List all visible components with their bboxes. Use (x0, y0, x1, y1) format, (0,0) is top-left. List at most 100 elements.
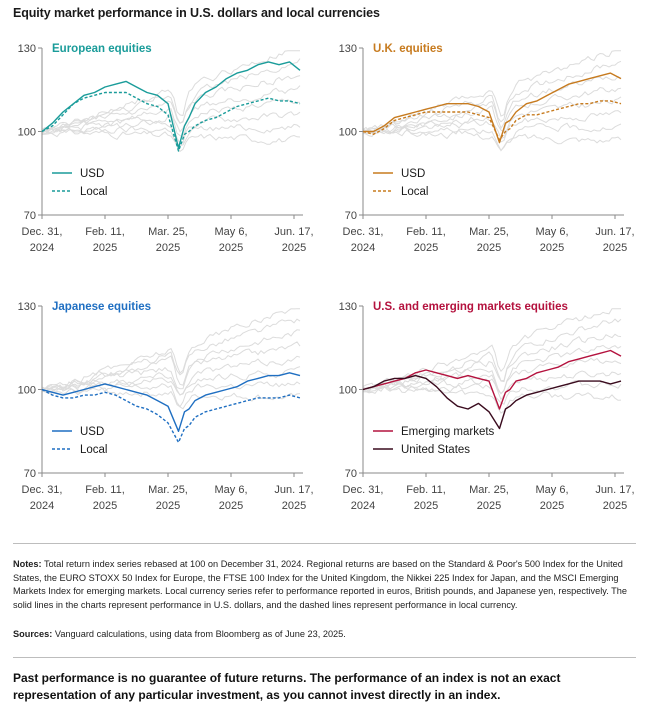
x-tick-label: 2024 (351, 500, 375, 512)
y-tick-label: 130 (18, 301, 36, 313)
background-series-line (362, 75, 622, 135)
x-tick-label: 2025 (156, 500, 180, 512)
legend-label: Local (80, 186, 108, 198)
background-series-line (41, 329, 301, 392)
legend-label: Local (80, 444, 108, 456)
series-line-local (41, 388, 301, 444)
x-tick-label: Dec. 31, (343, 484, 384, 496)
background-series-line (362, 308, 621, 393)
legend-label: Local (401, 186, 429, 198)
chart-panel-uk: 70 100 130 Dec. 31, 2024 Feb. 11, 2025 Mar. 25,… (339, 43, 635, 254)
background-series-line (362, 370, 622, 401)
background-series-line (41, 58, 301, 135)
background-series-line (362, 122, 622, 152)
y-tick-label: 100 (339, 385, 357, 397)
series-line-usd (41, 61, 301, 149)
legend-label: USD (80, 426, 104, 438)
x-tick-label: 2025 (540, 500, 564, 512)
y-tick-label: 130 (339, 301, 357, 313)
series-line-local (41, 91, 301, 152)
x-tick-label: 2025 (282, 242, 306, 254)
x-tick-label: 2024 (30, 500, 54, 512)
y-tick-label: 70 (345, 210, 357, 222)
background-series-line (362, 386, 622, 414)
y-tick-label: 130 (339, 43, 357, 55)
notes-body: Total return index series rebased at 100… (13, 559, 627, 610)
x-tick-label: 2024 (351, 242, 375, 254)
x-tick-label: 2025 (477, 500, 501, 512)
x-tick-label: 2025 (219, 242, 243, 254)
legend-label: USD (401, 168, 425, 180)
x-tick-label: 2025 (414, 500, 438, 512)
x-tick-label: 2025 (93, 242, 117, 254)
background-series-line (41, 381, 301, 408)
panel-title: European equities (52, 43, 152, 55)
chart-panel-european: 70 100 130 Dec. 31, 2024 Feb. 11, 2025 Mar. 25,… (18, 43, 314, 254)
x-tick-label: 2025 (414, 242, 438, 254)
background-series-line (41, 75, 301, 133)
chart-panel-us-em: 70 100 130 Dec. 31, 2024 Feb. 11, 2025 Mar. 25,… (339, 301, 635, 512)
y-tick-label: 100 (339, 127, 357, 139)
y-tick-label: 100 (18, 127, 36, 139)
background-series-line (41, 384, 301, 410)
sources-text: Sources: Vanguard calculations, using da… (13, 628, 633, 641)
sources-label: Sources: (13, 629, 53, 639)
background-series-line (362, 357, 622, 395)
series-line-usd (41, 372, 301, 432)
x-tick-label: 2025 (219, 500, 243, 512)
x-tick-label: 2025 (477, 242, 501, 254)
background-series-line (41, 318, 301, 390)
y-tick-label: 70 (24, 468, 36, 480)
panel-title: U.K. equities (373, 43, 443, 55)
x-tick-label: Feb. 11, (406, 484, 446, 496)
legend-label: United States (401, 444, 470, 456)
y-tick-label: 70 (24, 210, 36, 222)
background-series-line (41, 123, 301, 147)
background-series-line (362, 318, 622, 389)
notes-text: Notes: Total return index series rebased… (13, 558, 633, 612)
disclaimer: Past performance is no guarantee of futu… (13, 671, 561, 702)
x-tick-label: Mar. 25, (148, 226, 188, 238)
charts-canvas: 70 100 130 Dec. 31, 2024 Feb. 11, 2025 Mar. 25,… (18, 43, 635, 512)
panel-title: U.S. and emerging markets equities (373, 301, 568, 313)
x-tick-label: Mar. 25, (148, 484, 188, 496)
background-series-line (362, 86, 622, 134)
series-line-united-states (362, 374, 622, 430)
x-tick-label: Feb. 11, (406, 226, 446, 238)
background-series-line (41, 355, 301, 396)
notes-divider (13, 543, 636, 544)
x-tick-label: 2025 (282, 500, 306, 512)
background-series-line (41, 111, 301, 144)
x-tick-label: 2025 (603, 242, 627, 254)
legend-label: USD (80, 168, 104, 180)
background-series-line (362, 128, 622, 152)
chart-panel-japan: 70 100 130 Dec. 31, 2024 Feb. 11, 2025 Mar. 25,… (18, 301, 314, 512)
series-line-local (362, 100, 622, 141)
x-tick-label: Dec. 31, (22, 226, 63, 238)
x-tick-label: Feb. 11, (85, 484, 125, 496)
disclaimer-divider (13, 657, 636, 658)
x-tick-label: Jun. 17, (595, 484, 634, 496)
x-tick-label: Jun. 17, (274, 226, 313, 238)
notes-label: Notes: (13, 559, 42, 569)
x-tick-label: 2025 (603, 500, 627, 512)
background-series-line (41, 127, 301, 153)
sources-body: Vanguard calculations, using data from B… (52, 629, 346, 639)
x-tick-label: 2025 (93, 500, 117, 512)
panel-title: Japanese equities (52, 301, 151, 313)
y-tick-label: 100 (18, 385, 36, 397)
x-tick-label: Mar. 25, (469, 484, 509, 496)
legend-label: Emerging markets (401, 426, 495, 438)
background-series-line (41, 85, 301, 135)
background-series-line (362, 50, 621, 132)
x-tick-label: 2025 (540, 242, 564, 254)
series-line-usd (363, 72, 622, 144)
x-tick-label: Dec. 31, (22, 484, 63, 496)
background-series-line (41, 308, 300, 391)
page-title: Equity market performance in U.S. dollar… (13, 6, 380, 20)
x-tick-label: May 6, (535, 484, 568, 496)
y-tick-label: 130 (18, 43, 36, 55)
background-series-line (41, 50, 300, 133)
background-series-line (362, 60, 622, 134)
x-tick-label: Mar. 25, (469, 226, 509, 238)
